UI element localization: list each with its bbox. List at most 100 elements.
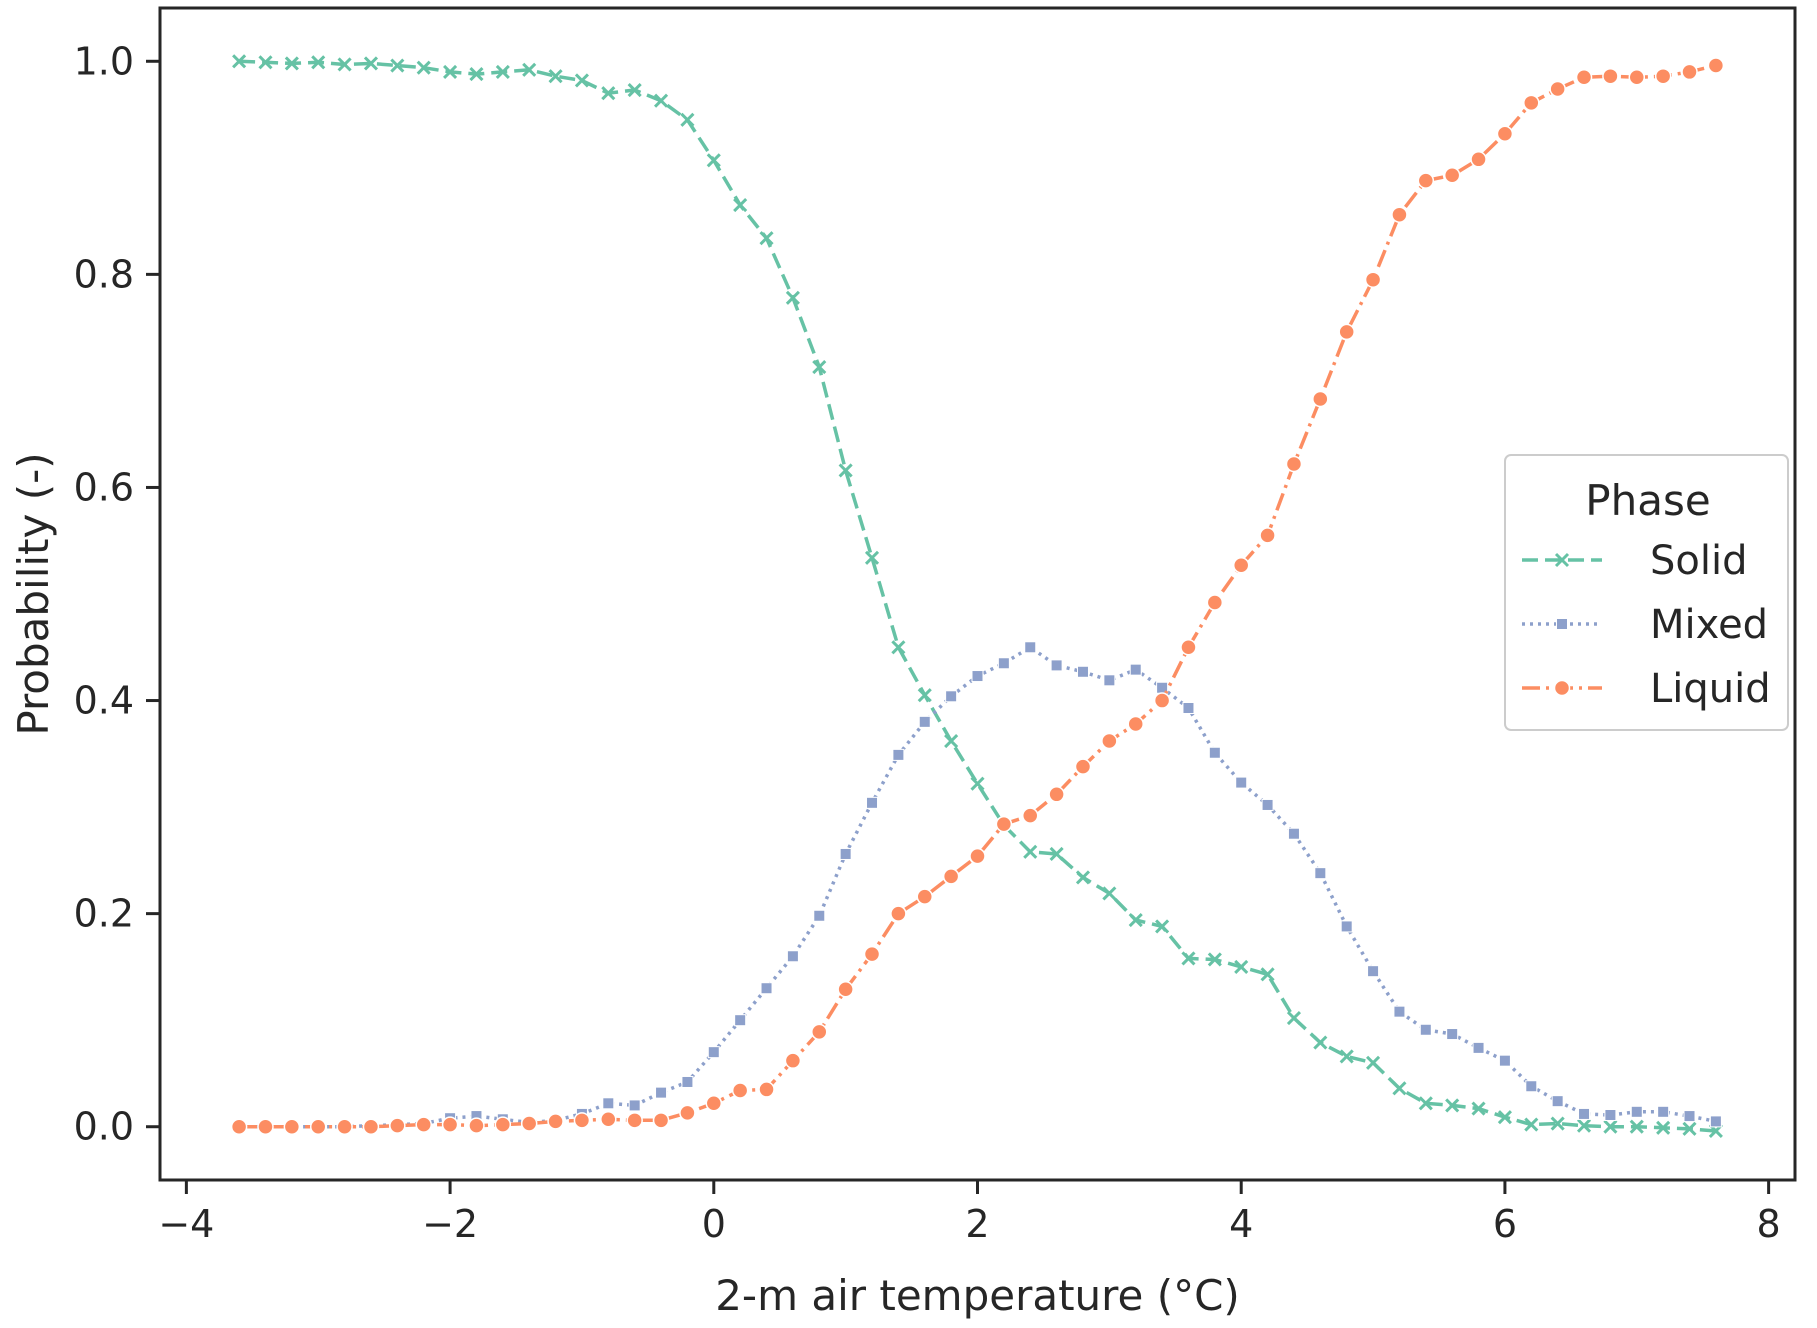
data-point [627, 82, 642, 98]
data-point [626, 1112, 643, 1129]
data-point [1364, 271, 1382, 288]
data-point [733, 198, 748, 213]
data-point [520, 1115, 538, 1132]
data-point [1048, 786, 1065, 803]
data-point [1024, 641, 1037, 654]
data-point [971, 670, 984, 683]
data-point [600, 1111, 617, 1128]
data-point [1365, 1055, 1381, 1070]
data-point [1417, 172, 1435, 189]
data-point [1208, 746, 1221, 759]
data-point [785, 290, 800, 305]
data-point [1654, 67, 1672, 85]
data-point [1232, 556, 1250, 574]
x-axis: −4 −2 0 2 4 6 8 [158, 1180, 1781, 1246]
data-point [995, 815, 1013, 833]
legend-marker [1556, 618, 1568, 630]
data-point [1259, 527, 1276, 544]
data-point [602, 1097, 615, 1110]
data-point [1260, 967, 1275, 982]
data-point [864, 550, 880, 565]
data-point [1207, 952, 1222, 967]
data-point [652, 1112, 670, 1129]
data-point [1551, 1095, 1564, 1108]
data-point [1682, 1121, 1697, 1136]
data-point [283, 1118, 301, 1135]
data-point [997, 657, 1010, 670]
data-point [309, 1118, 327, 1135]
data-point [362, 1118, 380, 1135]
legend-entry-mixed: Mixed [1522, 602, 1768, 648]
data-point [1707, 57, 1725, 74]
data-point [706, 153, 721, 168]
data-point [1498, 1054, 1511, 1067]
data-point [917, 688, 932, 703]
data-point [1550, 1116, 1565, 1131]
y-axis-label: Probability (-) [9, 452, 58, 735]
data-point [1338, 323, 1355, 341]
data-point [945, 690, 958, 703]
data-point [1471, 1101, 1486, 1116]
data-point [734, 1014, 747, 1027]
data-point [679, 1104, 696, 1122]
series-line [239, 63, 1717, 1129]
data-point [337, 57, 352, 72]
series-layer [230, 54, 1725, 1139]
data-point [363, 56, 379, 71]
data-point [1153, 692, 1171, 709]
data-point [1602, 67, 1619, 85]
data-point [942, 868, 960, 885]
data-point [1076, 665, 1089, 678]
legend-entries: Solid Mixed Liquid [1522, 538, 1771, 712]
data-point [1472, 1041, 1485, 1054]
data-point [1313, 1035, 1328, 1050]
data-point [786, 950, 799, 963]
y-axis: 0.0 0.2 0.4 0.6 0.8 1.0 [74, 39, 160, 1149]
data-point [1101, 732, 1118, 750]
data-point [758, 1081, 775, 1098]
x-tick-label: 4 [1229, 1202, 1253, 1246]
y-tick-label: 0.0 [74, 1105, 134, 1149]
x-tick-label: 0 [702, 1202, 726, 1246]
data-point [1524, 1117, 1539, 1132]
legend-title: Phase [1585, 476, 1710, 525]
y-tick-label: 0.8 [74, 252, 134, 296]
data-point [1286, 1010, 1302, 1026]
data-point [1023, 844, 1038, 859]
data-point [1155, 919, 1170, 934]
data-point [495, 64, 510, 79]
x-tick-label: −4 [158, 1202, 214, 1246]
data-point [1392, 1081, 1407, 1096]
data-point [1206, 594, 1224, 611]
data-point [1049, 846, 1064, 862]
data-point [1367, 965, 1380, 978]
data-point [1576, 1118, 1592, 1133]
data-point [1496, 125, 1514, 142]
data-point [232, 54, 247, 69]
legend-box [1504, 454, 1789, 731]
x-tick-label: 8 [1757, 1202, 1781, 1246]
data-point [1391, 206, 1408, 223]
data-point [389, 1117, 406, 1134]
data-point [1075, 870, 1091, 885]
data-point [443, 64, 458, 79]
data-point [1127, 715, 1144, 733]
data-point [548, 69, 563, 84]
data-point [1656, 1120, 1671, 1135]
data-point [1603, 1119, 1618, 1134]
data-point [1287, 827, 1300, 840]
x-tick-label: −2 [422, 1202, 478, 1246]
data-point [1418, 1096, 1433, 1111]
data-point [1261, 798, 1274, 811]
data-point [1128, 912, 1143, 928]
data-point [1445, 1098, 1460, 1113]
data-point [1234, 959, 1249, 974]
data-point [1235, 776, 1248, 789]
y-tick-label: 1.0 [74, 39, 134, 83]
x-axis-label: 2-m air temperature (°C) [715, 1271, 1240, 1320]
data-point [1604, 1109, 1617, 1122]
data-point [284, 56, 299, 71]
legend-marker [1553, 679, 1571, 697]
data-point [970, 776, 985, 791]
